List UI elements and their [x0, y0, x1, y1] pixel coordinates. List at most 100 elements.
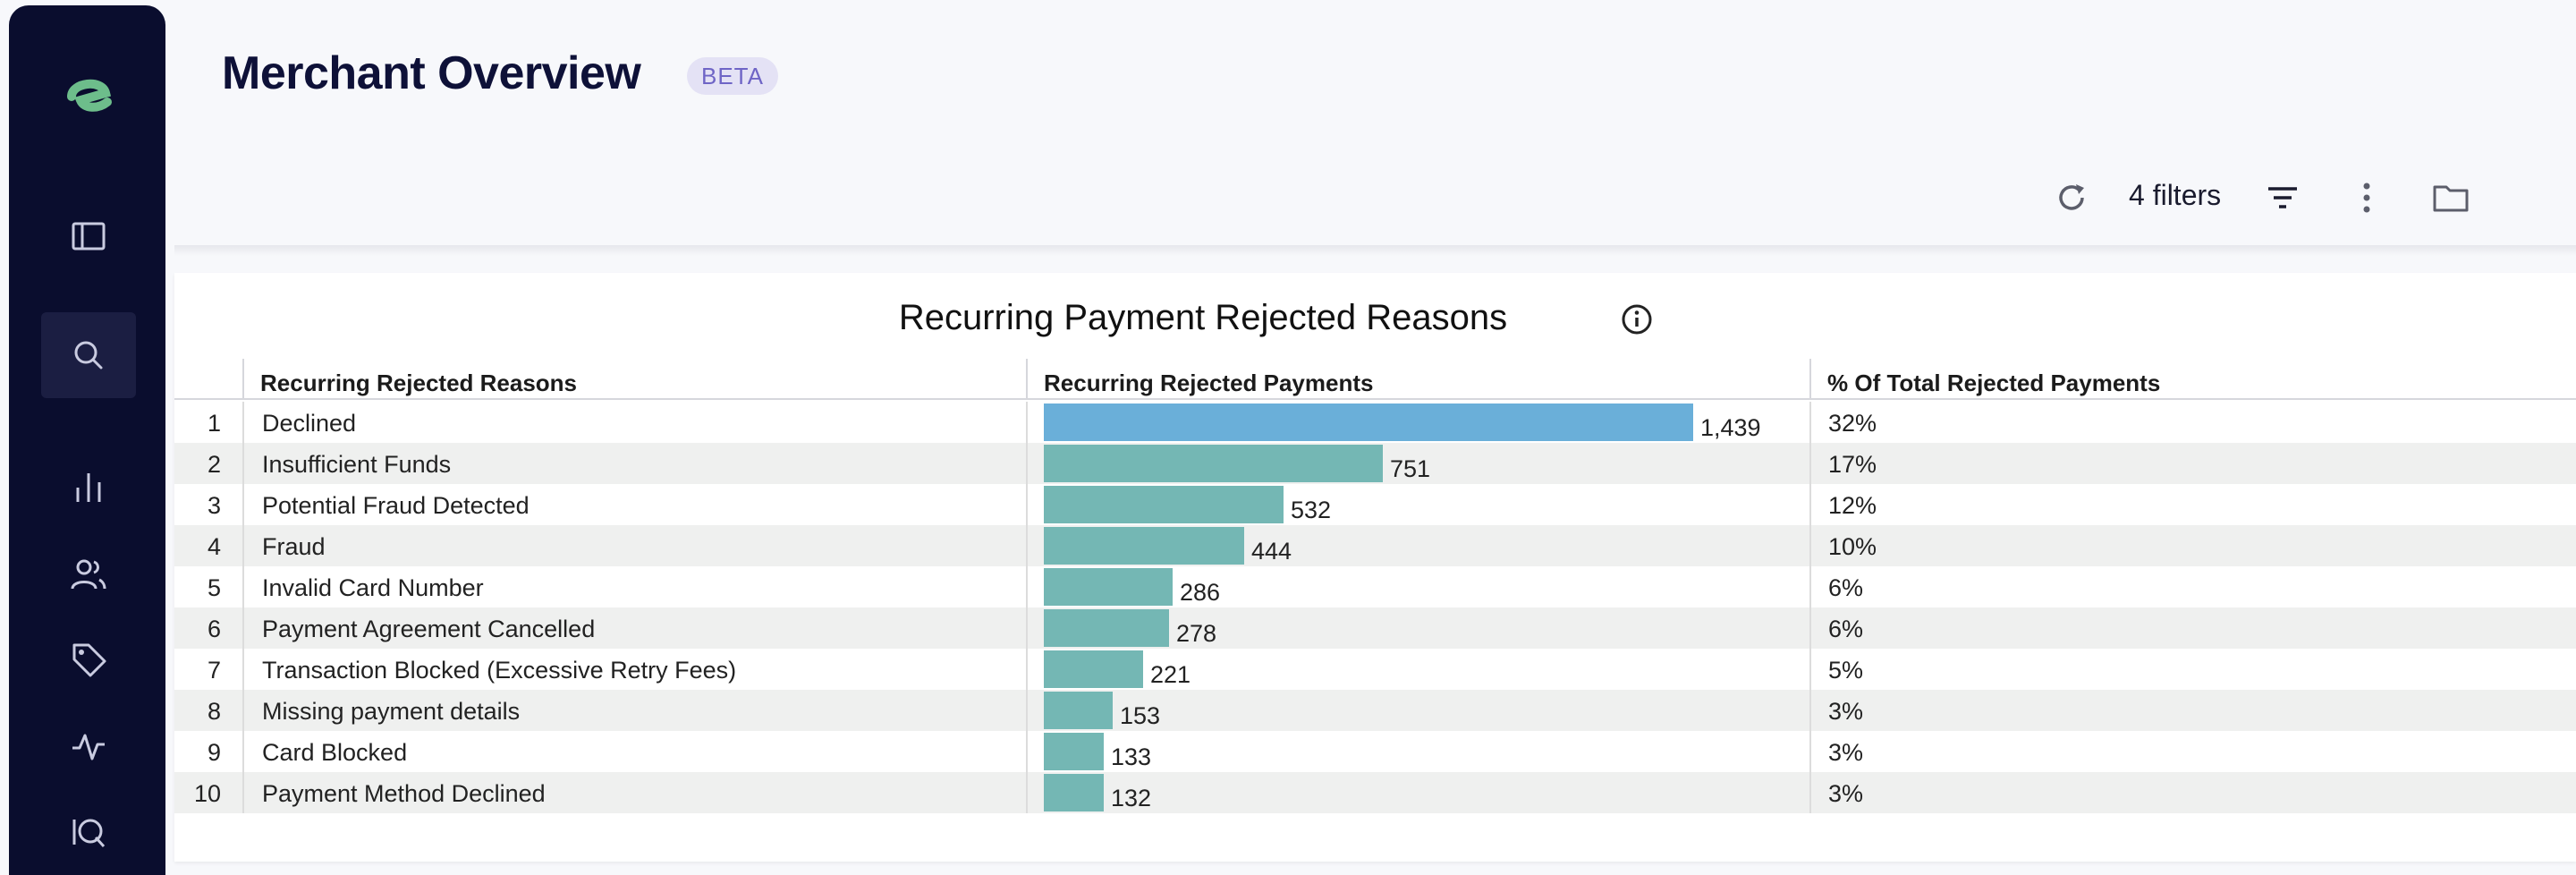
- payments-value-label: 1,439: [1700, 414, 1761, 441]
- column-header-payments[interactable]: Recurring Rejected Payments: [1044, 370, 1374, 396]
- payments-value-label: 444: [1251, 538, 1292, 565]
- reason-cell: Declined: [262, 410, 357, 437]
- percent-cell: 5%: [1828, 657, 1864, 684]
- column-divider: [242, 359, 244, 400]
- table-row[interactable]: 10 Payment Method Declined 132 3%: [174, 772, 2576, 813]
- percent-cell: 10%: [1828, 533, 1877, 560]
- sidebar: [9, 5, 165, 875]
- cell-divider: [1026, 772, 1028, 813]
- search-button[interactable]: [41, 312, 136, 398]
- panel-toggle-button[interactable]: [41, 193, 136, 279]
- bar-chart-icon: [76, 473, 101, 502]
- cell-divider: [242, 690, 244, 731]
- payments-value-label: 221: [1150, 661, 1191, 688]
- refresh-icon[interactable]: [2051, 177, 2092, 218]
- cell-divider: [1809, 484, 1811, 525]
- table-row[interactable]: 4 Fraud 444 10%: [174, 525, 2576, 566]
- table-header: Recurring Rejected Reasons Recurring Rej…: [174, 359, 2576, 400]
- row-number: 6: [207, 616, 221, 642]
- cell-divider: [242, 607, 244, 649]
- cell-divider: [1809, 443, 1811, 484]
- payments-bar: [1044, 609, 1169, 647]
- cell-divider: [242, 566, 244, 607]
- cell-divider: [1809, 772, 1811, 813]
- payments-bar: [1044, 486, 1284, 523]
- row-number: 9: [207, 739, 221, 766]
- info-icon[interactable]: [1619, 302, 1655, 337]
- folder-icon[interactable]: [2430, 177, 2471, 218]
- table-row[interactable]: 3 Potential Fraud Detected 532 12%: [174, 484, 2576, 525]
- cell-divider: [1809, 649, 1811, 690]
- table-row[interactable]: 1 Declined 1,439 32%: [174, 402, 2576, 443]
- users-icon: [71, 559, 106, 590]
- percent-cell: 17%: [1828, 451, 1877, 478]
- tag-icon: [72, 643, 106, 677]
- chart-title: Recurring Payment Rejected Reasons: [898, 298, 1508, 337]
- payments-value-label: 278: [1176, 620, 1217, 647]
- logo-icon[interactable]: [63, 73, 114, 118]
- percent-cell: 32%: [1828, 410, 1877, 437]
- cell-divider: [1809, 525, 1811, 566]
- row-number: 7: [207, 657, 221, 684]
- payments-value-label: 286: [1180, 579, 1221, 606]
- table-row[interactable]: 8 Missing payment details 153 3%: [174, 690, 2576, 731]
- table-row[interactable]: 9 Card Blocked 133 3%: [174, 731, 2576, 772]
- payments-bar: [1044, 733, 1104, 770]
- tags-button[interactable]: [41, 616, 136, 702]
- cell-divider: [1809, 607, 1811, 649]
- more-vert-icon[interactable]: [2346, 177, 2387, 218]
- cell-divider: [1026, 731, 1028, 772]
- cell-divider: [1809, 566, 1811, 607]
- cell-divider: [1026, 607, 1028, 649]
- cell-divider: [242, 772, 244, 813]
- cell-divider: [242, 731, 244, 772]
- chart-card: Recurring Payment Rejected Reasons Recur…: [174, 273, 2576, 862]
- analytics-button[interactable]: [41, 445, 136, 531]
- payments-value-label: 751: [1390, 455, 1431, 482]
- table-row[interactable]: 6 Payment Agreement Cancelled 278 6%: [174, 607, 2576, 649]
- payments-bar: [1044, 568, 1173, 606]
- cell-divider: [1809, 402, 1811, 443]
- column-divider: [1809, 359, 1811, 400]
- reason-cell: Invalid Card Number: [262, 574, 484, 601]
- cell-divider: [1809, 731, 1811, 772]
- payments-value-label: 133: [1111, 743, 1152, 770]
- filter-icon[interactable]: [2262, 177, 2303, 218]
- payments-bar: [1044, 692, 1113, 729]
- reason-cell: Payment Method Declined: [262, 780, 546, 807]
- column-divider: [1026, 359, 1028, 400]
- cell-divider: [1026, 402, 1028, 443]
- column-header-reasons[interactable]: Recurring Rejected Reasons: [260, 370, 578, 396]
- cell-divider: [242, 402, 244, 443]
- cell-divider: [1026, 566, 1028, 607]
- cell-divider: [1026, 649, 1028, 690]
- cell-divider: [242, 484, 244, 525]
- cell-divider: [242, 525, 244, 566]
- table-row[interactable]: 7 Transaction Blocked (Excessive Retry Fe…: [174, 649, 2576, 690]
- payments-bar: [1044, 404, 1693, 441]
- payments-bar: [1044, 650, 1143, 688]
- row-number: 3: [207, 492, 221, 519]
- reason-cell: Card Blocked: [262, 739, 408, 766]
- iq-button[interactable]: [41, 789, 136, 875]
- activity-button[interactable]: [41, 703, 136, 789]
- percent-cell: 3%: [1828, 698, 1864, 725]
- cell-divider: [1026, 525, 1028, 566]
- percent-cell: 3%: [1828, 780, 1864, 807]
- users-button[interactable]: [41, 531, 136, 617]
- iq-icon: [72, 819, 106, 848]
- page-header: Merchant Overview BETA 4 filters: [174, 0, 2576, 247]
- filters-button-label[interactable]: 4 filters: [2129, 179, 2222, 211]
- row-number: 4: [207, 533, 221, 560]
- payments-value-label: 132: [1111, 785, 1152, 811]
- column-header-percent[interactable]: % Of Total Rejected Payments: [1827, 370, 2161, 396]
- row-number: 8: [207, 698, 221, 725]
- row-number: 10: [193, 780, 221, 807]
- percent-cell: 6%: [1828, 574, 1864, 601]
- cell-divider: [242, 443, 244, 484]
- panel-icon: [72, 222, 106, 251]
- table-row[interactable]: 2 Insufficient Funds 751 17%: [174, 443, 2576, 484]
- row-number: 5: [207, 574, 221, 601]
- table-row[interactable]: 5 Invalid Card Number 286 6%: [174, 566, 2576, 607]
- page-title: Merchant Overview: [222, 47, 641, 99]
